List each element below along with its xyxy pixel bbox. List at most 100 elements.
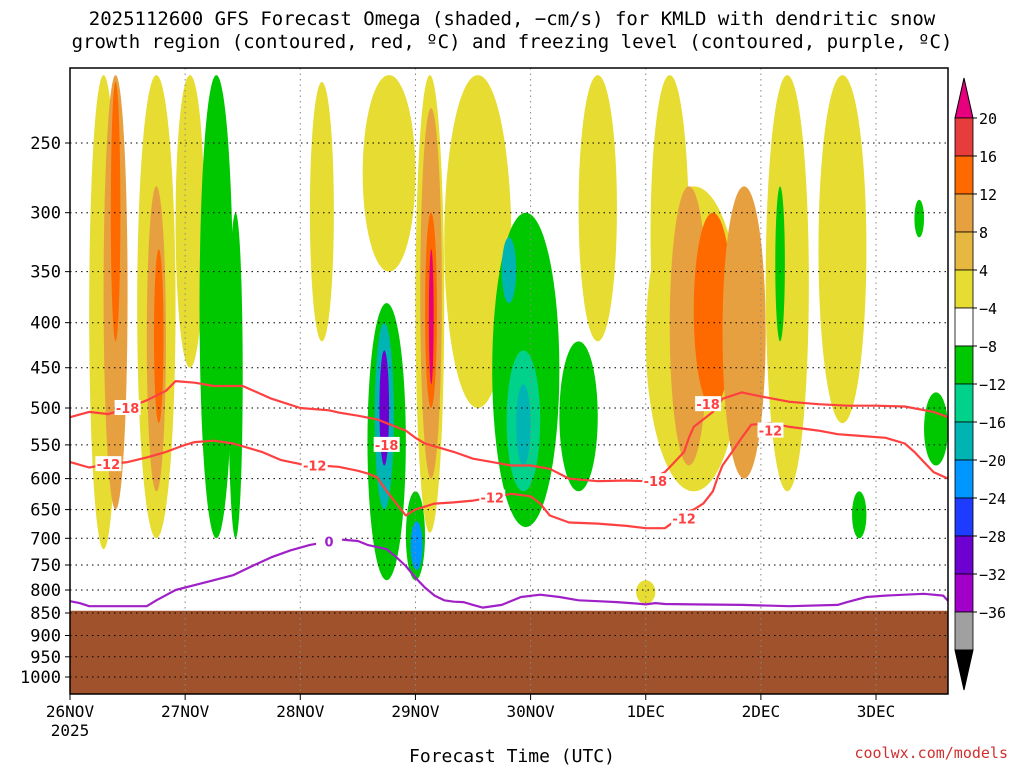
y-tick-label-950: 950	[30, 648, 61, 668]
y-tick-label-450: 450	[30, 359, 61, 379]
y-tick-label-400: 400	[30, 314, 61, 334]
x-tick-label-28NOV: 28NOV	[276, 702, 325, 721]
contour-label-bg-0-0	[316, 533, 343, 549]
x-tick-label-2DEC: 2DEC	[742, 702, 781, 721]
colorbar-segment-6	[954, 307, 974, 347]
colorbar-segment-7	[954, 345, 974, 385]
y-tick-label-600: 600	[30, 470, 61, 490]
omega-shade-5	[153, 249, 164, 424]
colorbar-segment-9	[954, 421, 974, 461]
omega-shade-19	[410, 521, 423, 571]
y-tick-label-900: 900	[30, 627, 61, 647]
y-tick-label-1000: 1000	[20, 668, 61, 688]
omega-shade-13	[362, 75, 416, 272]
x-tick-label-30NOV: 30NOV	[507, 702, 556, 721]
contour-label-bg--12-1	[301, 457, 328, 473]
omega-shade-27	[636, 580, 656, 604]
colorbar-arrow-bottom	[954, 649, 974, 691]
omega-shade-2	[110, 82, 121, 342]
omega-shade-24	[501, 237, 517, 304]
colorbar-label-11: −28	[979, 528, 1006, 546]
y-tick-label-350: 350	[30, 263, 61, 283]
x-axis-title: Forecast Time (UTC)	[409, 746, 615, 767]
y-tick-label-800: 800	[30, 581, 61, 601]
x-tick-label-27NOV: 27NOV	[161, 702, 210, 721]
x-tick-sublabel-26NOV: 2025	[51, 721, 90, 740]
colorbar-label-13: −36	[979, 604, 1006, 622]
y-tick-label-550: 550	[30, 436, 61, 456]
colorbar-segment-12	[954, 535, 974, 575]
x-tick-label-29NOV: 29NOV	[391, 702, 440, 721]
colorbar-label-12: −32	[979, 566, 1006, 584]
omega-shade-33	[765, 75, 809, 492]
omega-shade-8	[228, 212, 243, 539]
colorbar-label-3: 8	[979, 224, 988, 242]
omega-shade-25	[559, 341, 598, 492]
omega-shade-26	[578, 75, 617, 342]
x-tick-label-26NOV: 26NOV	[46, 702, 95, 721]
contour-label-0-0: 0	[325, 536, 334, 551]
contour-label-bg--18-1	[695, 396, 722, 412]
omega-shade-36	[852, 491, 867, 539]
chart-title-line2: growth region (contoured, red, ºC) and f…	[71, 31, 953, 53]
contour-label--12-4: -12	[759, 425, 783, 440]
contour-label-bg--12-3	[671, 510, 698, 526]
contour-label-bg--18-2	[373, 436, 400, 452]
contour-label-bg--18-3	[642, 473, 669, 489]
omega-shade-32	[722, 186, 766, 479]
colorbar-segment-10	[954, 459, 974, 499]
x-tick-label-1DEC: 1DEC	[626, 702, 665, 721]
chart-title: 2025112600 GFS Forecast Omega (shaded, −…	[0, 8, 1024, 54]
colorbar-label-5: −4	[979, 300, 997, 318]
omega-shade-7	[199, 75, 234, 539]
colorbar-label-0: 20	[979, 110, 997, 128]
contour-label--12-3: -12	[672, 512, 696, 527]
terrain-block	[70, 610, 948, 694]
contour-label--18-2: -18	[375, 439, 399, 454]
colorbar-segment-8	[954, 383, 974, 423]
colorbar-segment-3	[954, 193, 974, 233]
colorbar-segment-1	[954, 117, 974, 157]
contour--18	[69, 380, 949, 483]
contour--12	[69, 422, 949, 530]
colorbar-label-7: −12	[979, 376, 1006, 394]
omega-shade-17	[428, 249, 434, 385]
omega-shade-37	[914, 199, 925, 238]
colorbar-segment-11	[954, 497, 974, 537]
colorbar-segment-14	[954, 611, 974, 651]
contour-label--18-1: -18	[696, 398, 720, 413]
contour-label--18-0: -18	[116, 402, 140, 417]
contour-label-bg--12-0	[95, 456, 122, 472]
contour-label-bg--12-2	[479, 489, 506, 505]
credit-link[interactable]: coolwx.com/models	[854, 744, 1008, 762]
contour-0	[69, 538, 949, 609]
contour-label-bg--18-0	[114, 400, 141, 415]
plot-frame	[69, 67, 949, 695]
colorbar-segment-2	[954, 155, 974, 195]
y-tick-label-300: 300	[30, 204, 61, 224]
colorbar-label-8: −16	[979, 414, 1006, 432]
contour-label-bg--12-4	[757, 422, 784, 438]
y-tick-label-700: 700	[30, 529, 61, 549]
chart-title-line1: 2025112600 GFS Forecast Omega (shaded, −…	[88, 8, 936, 30]
omega-shade-9	[309, 82, 334, 342]
x-tick-label-3DEC: 3DEC	[857, 702, 896, 721]
omega-shade-38	[924, 392, 949, 466]
colorbar-arrow-top	[954, 77, 974, 119]
colorbar-segment-13	[954, 573, 974, 613]
contour-label--12-1: -12	[303, 459, 327, 474]
omega-shade-34	[775, 186, 785, 342]
contour-label--18-3: -18	[644, 475, 668, 490]
colorbar-label-9: −20	[979, 452, 1006, 470]
colorbar-label-6: −8	[979, 338, 997, 356]
omega-shade-23	[516, 384, 531, 466]
colorbar-label-1: 16	[979, 148, 997, 166]
y-tick-label-650: 650	[30, 501, 61, 521]
y-tick-label-250: 250	[30, 134, 61, 154]
y-tick-label-850: 850	[30, 604, 61, 624]
contour-label--12-2: -12	[480, 491, 504, 506]
colorbar-label-2: 12	[979, 186, 997, 204]
contour-label--12-0: -12	[97, 458, 121, 473]
y-tick-label-500: 500	[30, 399, 61, 419]
